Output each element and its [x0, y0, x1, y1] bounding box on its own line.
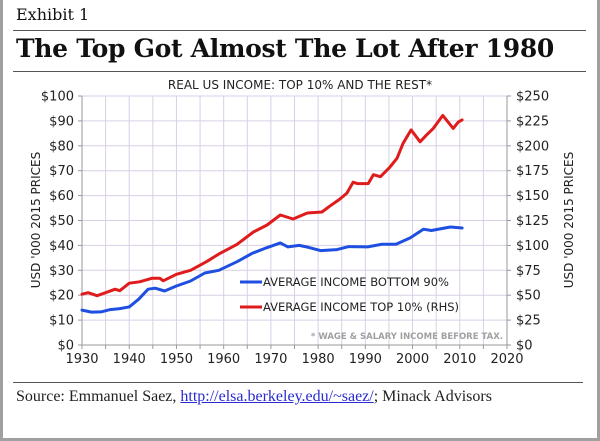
- y-tick-label-left: $80: [49, 139, 74, 154]
- y-tick-label-right: $75: [516, 264, 541, 279]
- x-tick-label: 1950: [160, 352, 193, 367]
- title-divider: [13, 71, 586, 72]
- axes: [78, 95, 511, 349]
- y-tick-label-left: $100: [41, 90, 74, 105]
- income-chart: REAL US INCOME: TOP 10% AND THE REST* $0…: [29, 78, 576, 367]
- y-tick-label-right: $200: [516, 139, 549, 154]
- source-link[interactable]: http://elsa.berkeley.edu/~saez/: [180, 388, 374, 405]
- chart-title: REAL US INCOME: TOP 10% AND THE REST*: [168, 78, 432, 92]
- source-divider: [13, 382, 583, 383]
- x-tick-label: 1970: [254, 352, 287, 367]
- x-tick-label: 1940: [113, 352, 146, 367]
- y-axis-label-left: USD '000 2015 PRICES: [29, 152, 43, 289]
- legend-label-top-10: AVERAGE INCOME TOP 10% (RHS): [263, 300, 459, 314]
- left-tick-labels: $0 $10 $20 $30 $40 $50 $60 $70 $80 $90 $100: [41, 90, 74, 354]
- x-tick-label: 2020: [490, 352, 523, 367]
- y-tick-label-left: $70: [49, 164, 74, 179]
- y-tick-label-left: $60: [49, 189, 74, 204]
- y-tick-label-right: $125: [516, 214, 549, 229]
- gridlines: [82, 95, 507, 345]
- y-tick-label-left: $10: [49, 314, 74, 329]
- y-tick-label-left: $90: [49, 114, 74, 129]
- legend-label-bottom-90: AVERAGE INCOME BOTTOM 90%: [263, 275, 449, 289]
- y-tick-label-left: $0: [57, 339, 74, 354]
- y-tick-label-left: $20: [49, 289, 74, 304]
- series-line-bottom-90: [80, 225, 464, 314]
- page-title: The Top Got Almost The Lot After 1980: [16, 34, 555, 63]
- y-tick-label-left: $30: [49, 264, 74, 279]
- exhibit-label: Exhibit 1: [16, 5, 90, 24]
- y-tick-label-right: $0: [516, 339, 533, 354]
- y-axis-label-right: USD '000 2015 PRICES: [562, 152, 576, 289]
- x-tick-label: 1930: [65, 352, 98, 367]
- y-tick-label-right: $150: [516, 189, 549, 204]
- y-tick-label-right: $50: [516, 289, 541, 304]
- y-tick-label-left: $40: [49, 239, 74, 254]
- top-divider: [13, 30, 586, 31]
- source-suffix: ; Minack Advisors: [373, 388, 492, 405]
- y-tick-label-right: $25: [516, 314, 541, 329]
- x-tick-label: 2010: [443, 352, 476, 367]
- y-tick-label-left: $50: [49, 214, 74, 229]
- y-tick-label-right: $175: [516, 164, 549, 179]
- y-tick-label-right: $250: [516, 90, 549, 105]
- x-tick-label: 2000: [396, 352, 429, 367]
- y-tick-label-right: $100: [516, 239, 549, 254]
- series-line-top-10: [80, 113, 464, 298]
- source-note: Source: Emmanuel Saez, http://elsa.berke…: [16, 386, 576, 407]
- series-lines: [80, 113, 464, 314]
- x-tick-labels: 1930 1940 1950 1960 1970 1980 1990 2000 2010 2020: [65, 352, 523, 367]
- right-tick-labels: $0 $25 $50 $75 $100 $125 $150 $175 $200 $225 $250: [516, 90, 549, 354]
- chart-footnote: * WAGE & SALARY INCOME BEFORE TAX.: [311, 332, 503, 342]
- source-prefix: Source: Emmanuel Saez,: [16, 388, 181, 405]
- x-tick-label: 1980: [302, 352, 335, 367]
- legend: AVERAGE INCOME BOTTOM 90% AVERAGE INCOME…: [240, 275, 459, 314]
- x-tick-label: 1990: [349, 352, 382, 367]
- x-tick-label: 1960: [207, 352, 240, 367]
- y-tick-label-right: $225: [516, 114, 549, 129]
